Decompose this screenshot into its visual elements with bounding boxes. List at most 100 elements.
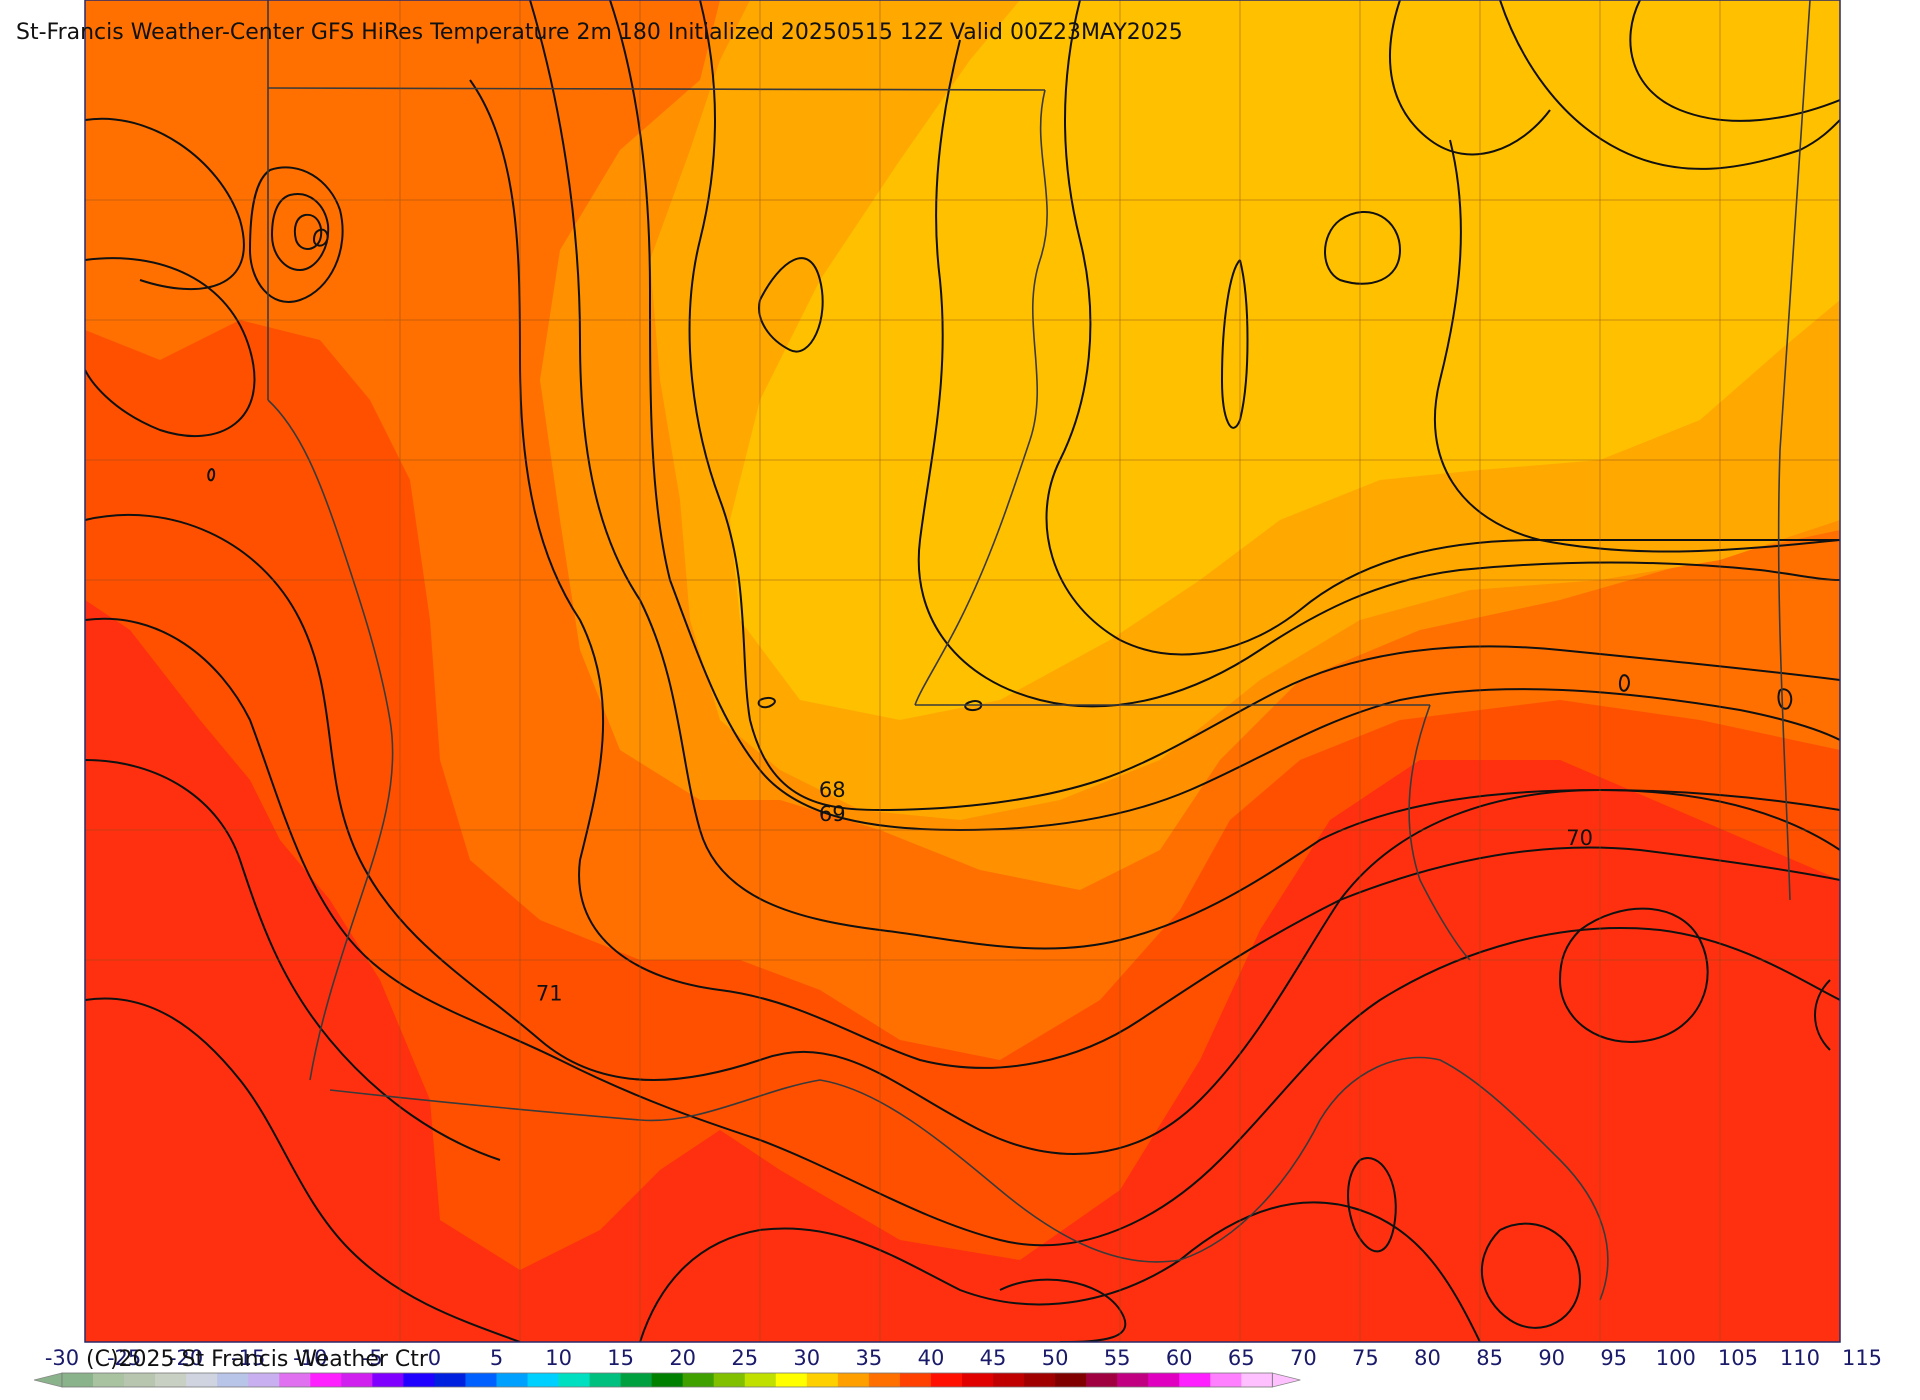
isotherm-contour [1220,259,1249,429]
isotherm-contour [270,193,330,272]
colorbar-tick-label: 45 [979,1346,1007,1370]
colorbar-tick-label: 70 [1290,1346,1317,1370]
colorbar-segment [837,1373,870,1387]
colorbar-tick-label: -30 [44,1346,80,1370]
colorbar-tick-label: 80 [1414,1346,1441,1370]
colorbar-tick-label: 35 [855,1346,883,1370]
colorbar-segment [1086,1373,1118,1387]
colorbar-segment [993,1373,1025,1387]
colorbar-segment [93,1373,125,1387]
colorbar-segment [496,1373,528,1387]
isotherm-contour [1629,0,1840,122]
colorbar-tick-label: 60 [1165,1346,1193,1370]
colorbar-tick-labels: -30 -25 -20 -15 -10 -5 0 5 10 15 20 25 30 35 40 45 50 55 6… [0,1346,1920,1372]
colorbar-tick-label: 65 [1227,1346,1255,1370]
isotherm-contour [85,117,245,291]
colorbar-outline [61,1372,1273,1388]
colorbar-segment [651,1373,684,1387]
colorbar-segment [713,1373,746,1387]
colorbar-tick-label: 110 [1779,1346,1820,1370]
contour-label: 71 [536,982,563,1006]
isotherm-contour [85,513,1840,1155]
colorbar-segment [899,1373,932,1387]
colorbar-tick-label: 95 [1600,1346,1628,1370]
isotherm-contour [207,468,216,482]
map-title: St-Francis Weather-Center GFS HiRes Temp… [16,20,1183,45]
colorbar-segment [186,1373,218,1387]
colorbar-segment [434,1373,466,1387]
colorbar-segment [1179,1373,1211,1387]
colorbar-segment [1024,1373,1056,1387]
colorbar-tick-label: 20 [669,1346,697,1370]
colorbar-segment [1055,1373,1087,1387]
colorbar-segment [403,1373,435,1387]
colorbar-segment [620,1373,653,1387]
colorbar [33,1372,1301,1388]
isotherm-contour [469,79,1840,1069]
colorbar-segment [1210,1373,1242,1387]
colorbar-extend-high [1271,1372,1301,1388]
colorbar-segment [310,1373,342,1387]
colorbar-tick-label: -15 [231,1346,266,1370]
colorbar-segment [341,1373,373,1387]
colorbar-tick-label: -10 [293,1346,328,1370]
colorbar-extend-low [33,1372,63,1388]
colorbar-segment [558,1373,590,1387]
colorbar-segment [279,1373,311,1387]
coastline [329,1056,1609,1301]
colorbar-tick-label: 15 [607,1346,634,1370]
isotherm-contour [1814,979,1831,1051]
contour-label: 70 [1566,826,1593,850]
isotherm-contour [1558,907,1709,1043]
isotherm-contour [639,1201,1481,1342]
contour-label: 68 [819,778,846,802]
colorbar-tick-label: 25 [731,1346,759,1370]
isotherm-contour [758,257,824,353]
colorbar-segment [1117,1373,1149,1387]
state-border [1408,704,1471,961]
colorbar-tick-label: 105 [1717,1346,1758,1370]
colorbar-tick-label: -25 [106,1346,142,1370]
colorbar-segment [930,1373,963,1387]
state-border [267,87,1046,91]
colorbar-segment [806,1373,839,1387]
isotherm-contour [85,617,1840,1247]
temperature-band-67 [730,0,1840,720]
colorbar-segment [248,1373,280,1387]
colorbar-segment [682,1373,715,1387]
isotherm-contour [312,228,329,247]
state-border [914,89,1048,706]
colorbar-segment [124,1373,156,1387]
state-border [1777,0,1811,901]
isotherm-contour [1618,674,1630,692]
isotherm-contour [1777,688,1793,710]
isotherm-contour [1499,0,1840,170]
colorbar-segment [775,1373,808,1387]
isotherm-contour [964,700,983,712]
colorbar-tick-label: -5 [361,1346,383,1370]
colorbar-tick-label: -20 [168,1346,204,1370]
colorbar-tick-label: 5 [489,1346,504,1370]
isotherm-contour [1324,210,1402,285]
isotherm-contour [248,166,344,303]
colorbar-tick-label: 50 [1041,1346,1069,1370]
colorbar-segment [217,1373,249,1387]
isotherm-contour [85,759,501,1161]
isotherm-contour [757,696,776,709]
colorbar-tick-label: 85 [1476,1346,1503,1370]
colorbar-segment [589,1373,622,1387]
colorbar-tick-label: 40 [917,1346,945,1370]
colorbar-segment [465,1373,497,1387]
copyright-text: (C)2025 St Francis Weather Ctr [86,1347,428,1372]
isotherm-contour [293,213,323,250]
colorbar-segment [527,1373,559,1387]
colorbar-segment [962,1373,994,1387]
colorbar-segment [868,1373,901,1387]
isotherm-contour [1347,1157,1397,1253]
colorbar-segment [62,1373,94,1387]
isotherm-contour [85,257,256,438]
isotherm-contour [1433,139,1840,553]
colorbar-tick-label: 115 [1841,1346,1883,1370]
isotherm-contour [85,997,521,1342]
